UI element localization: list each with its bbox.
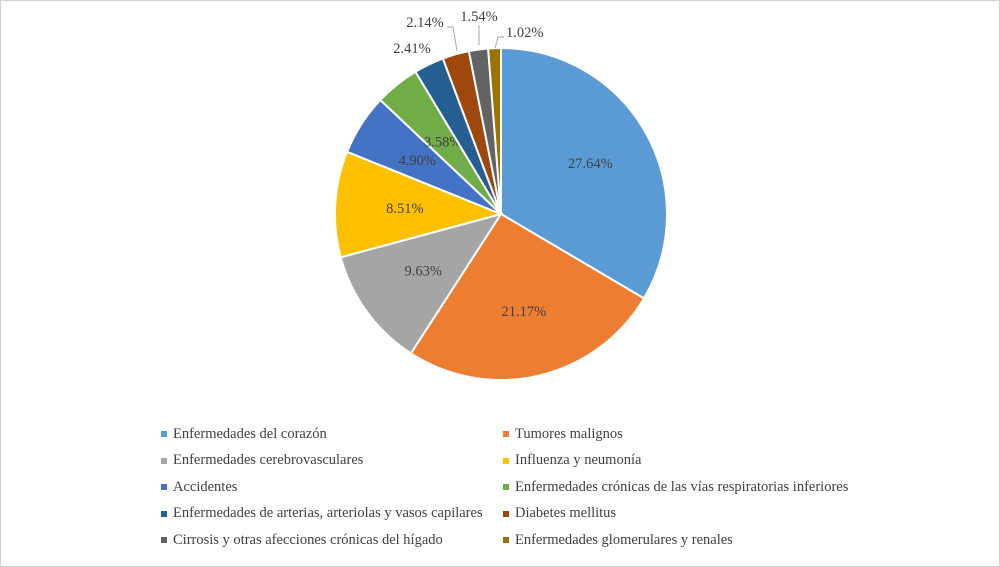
- legend-label: Enfermedades cerebrovasculares: [173, 452, 364, 468]
- legend-label: Tumores malignos: [515, 425, 623, 442]
- legend-label: Enfermedades del corazón: [173, 425, 327, 442]
- data-label-enfermedades-cerebrovasculares: 9.63%: [404, 264, 441, 280]
- legend-item-enfermedades-cronicas-de-las-vias-respiratorias-inferiores: Enfermedades crónicas de las vías respir…: [503, 478, 861, 496]
- legend-swatch: [161, 537, 167, 543]
- pie-chart: 27.64% 21.17% 9.63% 8.51% 4.90% 3.58% 2.41% 2.1…: [334, 9, 668, 381]
- legend-swatch: [503, 537, 509, 543]
- legend-label: Enfermedades crónicas de las vías respir…: [515, 478, 849, 495]
- legend-item-enfermedades-de-arterias-arteriolas-y-vasos-capilares: Enfermedades de arterias, arteriolas y v…: [161, 505, 503, 523]
- legend-item-enfermedades-del-corazon: Enfermedades del corazón: [161, 425, 503, 443]
- legend-item-tumores-malignos: Tumores malignos: [503, 425, 861, 443]
- legend-item-accidentes: Accidentes: [161, 478, 503, 496]
- pie-slice-influenza-y-neumonia: [334, 150, 505, 259]
- leader-line-diabetes-mellitus: [447, 26, 458, 52]
- legend-label: Cirrosis y otras afecciones crónicas del…: [173, 531, 443, 548]
- data-label-diabetes-mellitus: 2.14%: [406, 15, 443, 31]
- leader-line-enfermedades-glomerulares-y-renales: [494, 36, 504, 49]
- data-label-accidentes: 4.90%: [398, 153, 435, 169]
- data-label-tumores-malignos: 21.17%: [502, 304, 547, 320]
- data-label-enfermedades-cronicas-de-las-vias-respiratorias-inferiores: 3.58%: [424, 135, 461, 151]
- legend-swatch: [161, 431, 167, 437]
- pie-slice-enfermedades-glomerulares-y-renales: [487, 46, 502, 215]
- legend-label: Diabetes mellitus: [515, 505, 617, 521]
- data-label-enfermedades-glomerulares-y-renales: 1.02%: [506, 25, 543, 41]
- legend-item-enfermedades-glomerulares-y-renales: Enfermedades glomerulares y renales: [503, 531, 861, 549]
- legend-swatch: [161, 457, 167, 464]
- legend-swatch: [503, 431, 509, 437]
- legend-label: Enfermedades glomerulares y renales: [515, 531, 733, 548]
- legend-label: Accidentes: [173, 478, 238, 495]
- legend-swatch: [161, 510, 167, 517]
- legend-swatch: [503, 510, 509, 517]
- pie-slice-enfermedades-cerebrovasculares: [339, 212, 504, 355]
- legend-swatch: [503, 484, 509, 490]
- legend-item-diabetes-mellitus: Diabetes mellitus: [503, 505, 861, 523]
- legend-label: Enfermedades de arterias, arteriolas y v…: [173, 505, 483, 521]
- data-label-influenza-y-neumonia: 8.51%: [386, 201, 423, 217]
- legend-item-influenza-y-neumonia: Influenza y neumonía: [503, 452, 861, 470]
- legend-label: Influenza y neumonía: [515, 452, 642, 468]
- legend-swatch: [503, 457, 509, 464]
- legend-swatch: [161, 484, 167, 490]
- data-label-enfermedades-del-corazon: 27.64%: [568, 156, 613, 172]
- data-label-cirrosis-y-otras-afecciones-cronicas-del-higado: 1.54%: [460, 9, 497, 25]
- pie-slice-enfermedades-del-corazon: [500, 46, 668, 300]
- legend-item-enfermedades-cerebrovasculares: Enfermedades cerebrovasculares: [161, 452, 503, 470]
- data-label-enfermedades-de-arterias-arteriolas-y-vasos-capilares: 2.41%: [393, 41, 430, 57]
- legend: Enfermedades del corazón Tumores malignos…: [161, 425, 861, 549]
- pie-slice-tumores-malignos: [409, 212, 646, 381]
- legend-item-cirrosis-y-otras-afecciones-cronicas-del-higado: Cirrosis y otras afecciones crónicas del…: [161, 531, 503, 549]
